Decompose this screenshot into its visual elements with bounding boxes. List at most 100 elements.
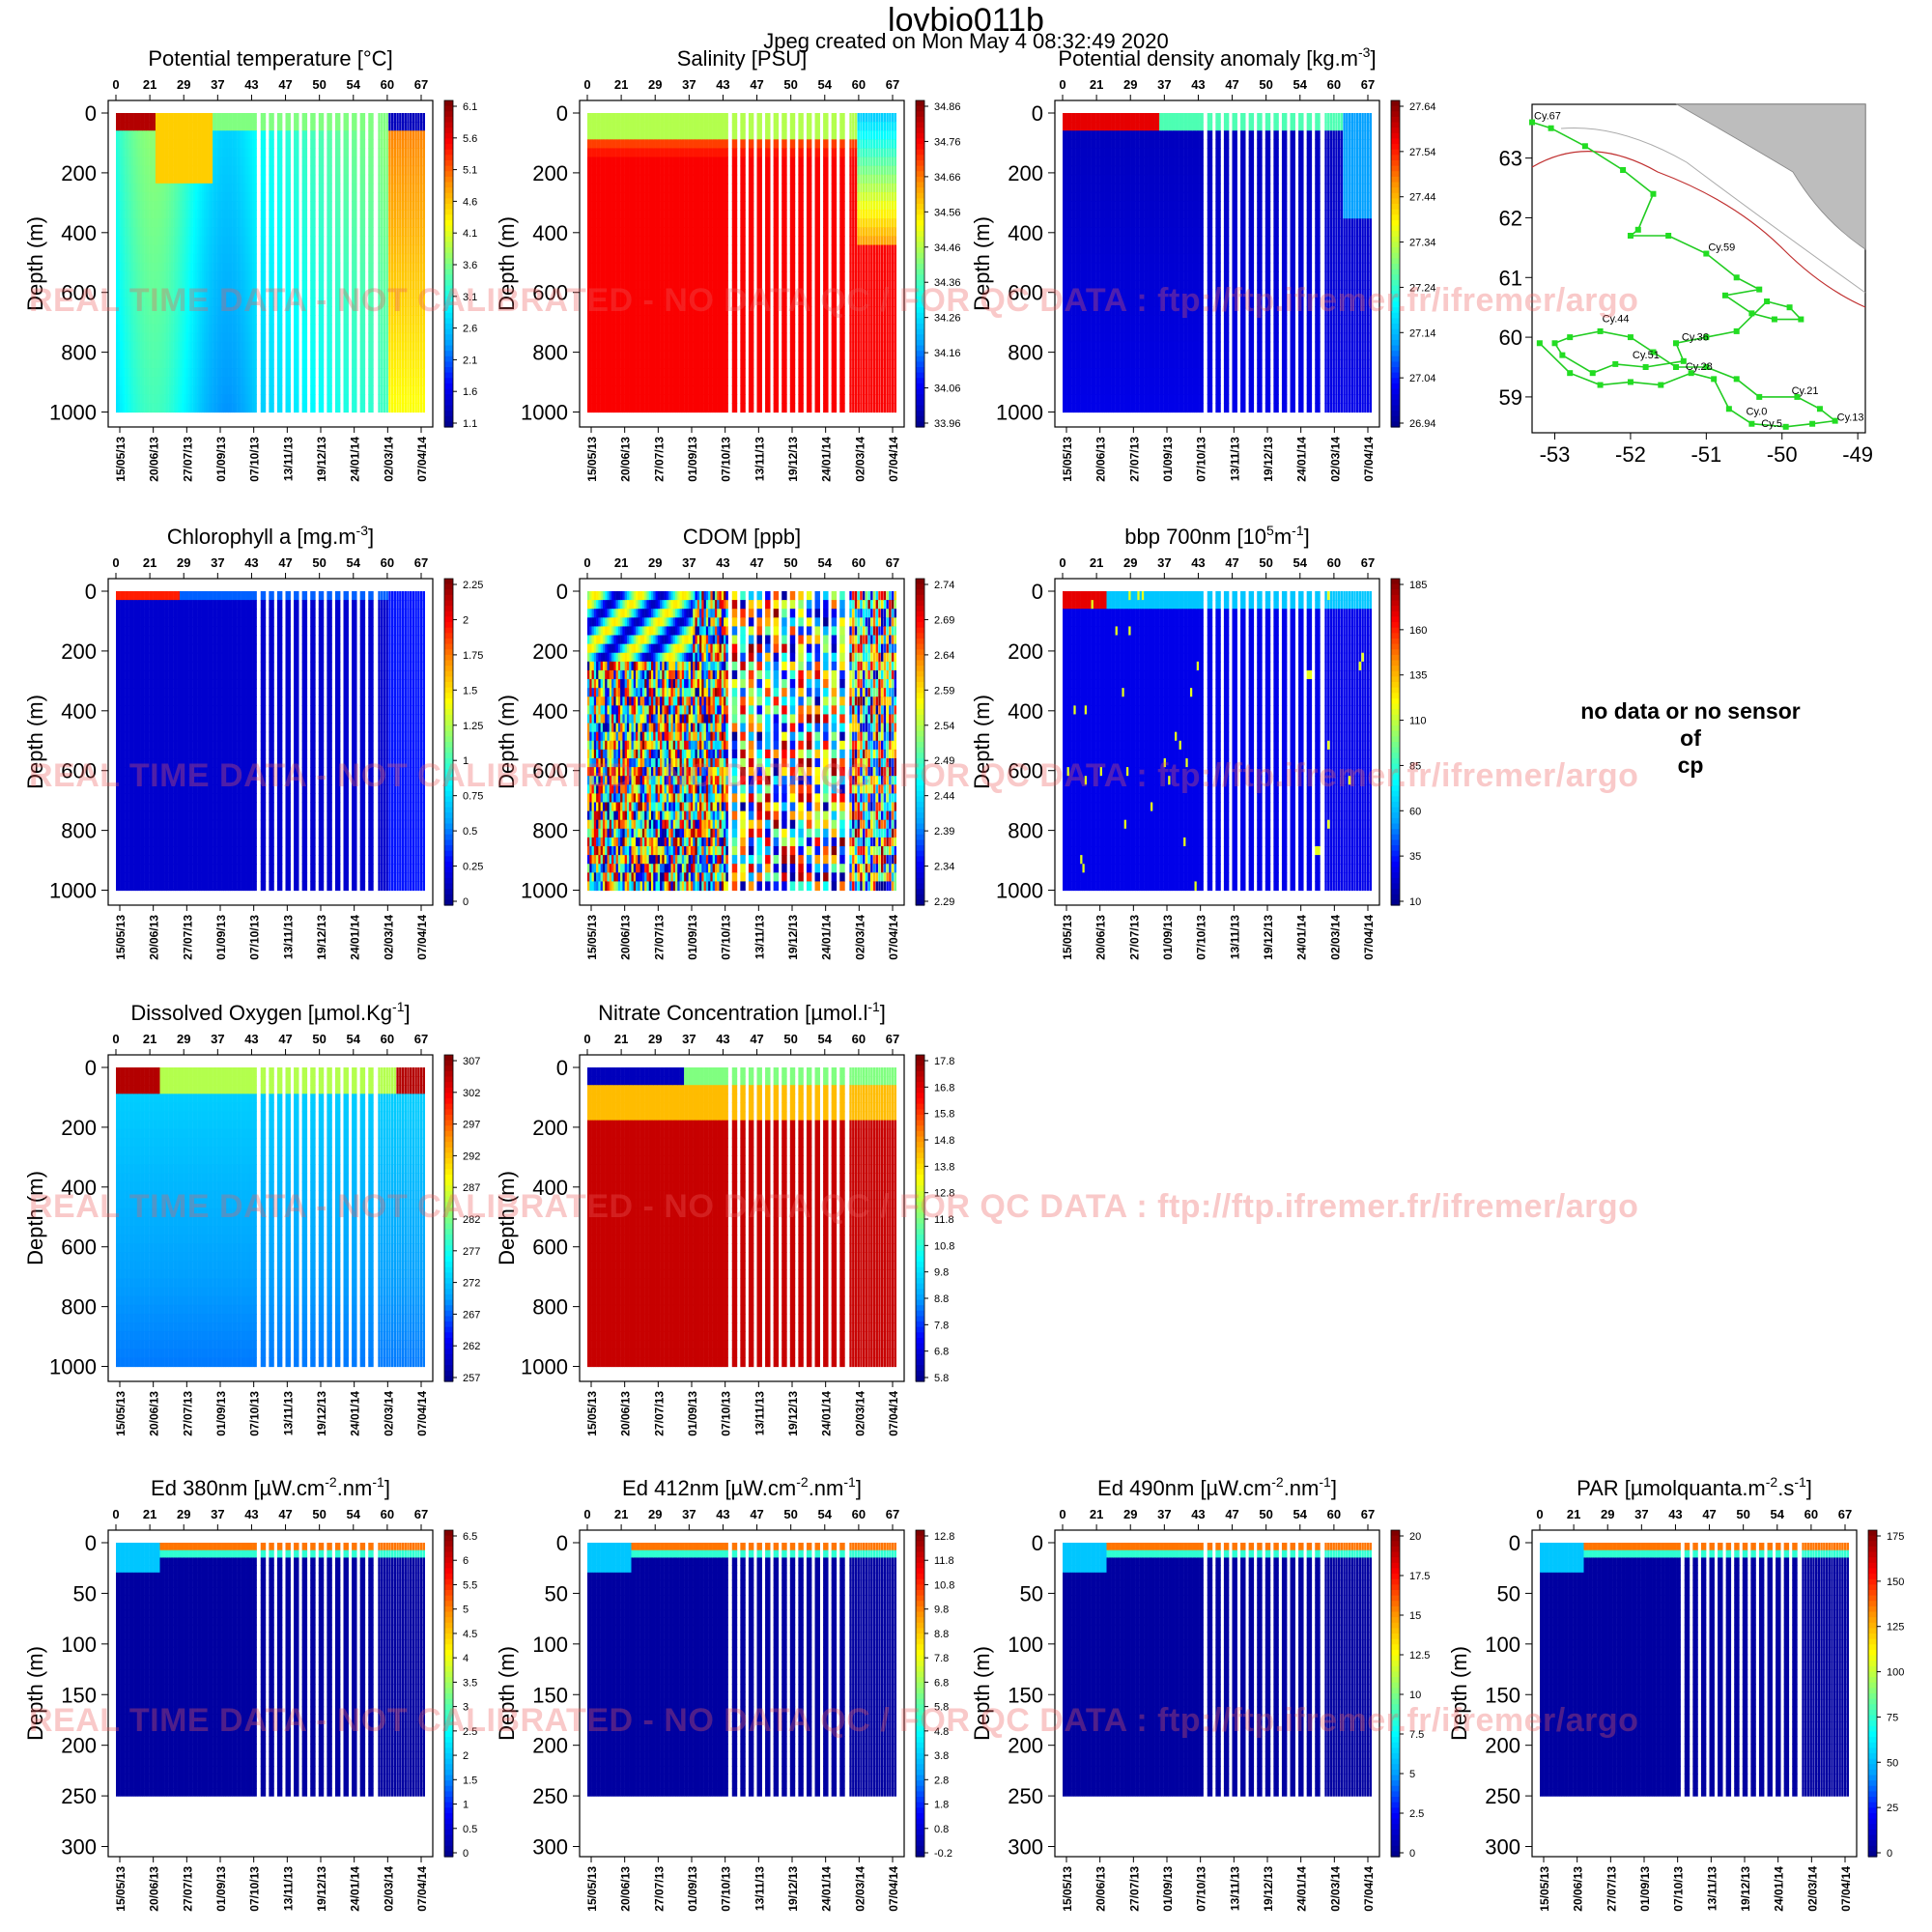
data-cell: [135, 324, 138, 333]
data-cell: [135, 298, 138, 307]
data-cell: [160, 298, 163, 307]
data-cell: [127, 227, 129, 237]
data-cell: [160, 280, 163, 290]
data-cell: [154, 377, 156, 386]
data-cell: [116, 271, 119, 281]
data-cell: [154, 254, 156, 264]
data-cell: [138, 298, 141, 307]
data-cell: [171, 157, 174, 167]
data-cell: [166, 184, 169, 193]
data-cell: [123, 263, 126, 272]
data-cell: [127, 157, 129, 167]
data-cell: [138, 139, 141, 149]
data-cell: [131, 245, 134, 255]
data-cell: [121, 385, 124, 395]
data-cell: [162, 351, 165, 360]
data-cell: [147, 192, 150, 202]
data-cell: [147, 368, 150, 378]
plots-svg: Potential temperature [°C]0 21 29 37 43 47 50 5…: [0, 0, 1932, 1932]
data-cell: [118, 306, 121, 316]
data-cell: [169, 192, 172, 202]
data-cell: [135, 394, 138, 404]
data-cell: [121, 148, 124, 157]
data-cell: [160, 403, 163, 412]
data-cell: [131, 201, 134, 211]
data-cell: [149, 113, 152, 123]
data-cell: [118, 245, 121, 255]
data-cell: [131, 148, 134, 157]
data-cell: [162, 157, 165, 167]
data-cell: [162, 289, 165, 298]
data-cell: [164, 324, 167, 333]
data-cell: [140, 201, 143, 211]
data-cell: [140, 236, 143, 245]
data-cell: [166, 271, 169, 281]
data-cell: [123, 324, 126, 333]
data-cell: [118, 263, 121, 272]
data-cell: [156, 184, 158, 193]
data-cell: [135, 289, 138, 298]
data-cell: [129, 298, 132, 307]
data-cell: [129, 139, 132, 149]
data-cell: [131, 368, 134, 378]
data-cell: [160, 342, 163, 352]
data-cell: [123, 210, 126, 219]
data-cell: [135, 403, 138, 412]
data-cell: [145, 306, 148, 316]
data-cell: [157, 148, 160, 157]
data-cell: [149, 333, 152, 343]
data-cell: [116, 201, 119, 211]
data-cell: [147, 403, 150, 412]
data-cell: [149, 245, 152, 255]
data-cell: [151, 130, 154, 140]
data-cell: [138, 210, 141, 219]
data-cell: [145, 280, 148, 290]
data-cell: [149, 368, 152, 378]
data-cell: [147, 385, 150, 395]
data-cell: [166, 342, 169, 352]
data-cell: [131, 175, 134, 185]
data-cell: [147, 236, 150, 245]
data-cell: [157, 130, 160, 140]
data-cell: [129, 210, 132, 219]
data-cell: [133, 139, 136, 149]
data-cell: [121, 351, 124, 360]
data-cell: [127, 377, 129, 386]
data-cell: [125, 139, 128, 149]
data-cell: [166, 245, 169, 255]
data-cell: [162, 139, 165, 149]
data-cell: [160, 201, 163, 211]
data-cell: [131, 342, 134, 352]
data-cell: [154, 113, 156, 123]
data-cell: [118, 254, 121, 264]
data-cell: [160, 394, 163, 404]
data-cell: [151, 263, 154, 272]
data-cell: [138, 218, 141, 228]
data-cell: [142, 280, 145, 290]
data-cell: [129, 236, 132, 245]
data-cell: [160, 324, 163, 333]
data-cell: [160, 236, 163, 245]
data-cell: [140, 113, 143, 123]
data-cell: [123, 166, 126, 176]
data-cell: [140, 157, 143, 167]
data-cell: [138, 227, 141, 237]
data-cell: [145, 342, 148, 352]
data-cell: [129, 166, 132, 176]
data-cell: [149, 201, 152, 211]
data-cell: [121, 236, 124, 245]
data-cell: [138, 122, 141, 131]
data-cell: [121, 315, 124, 325]
data-cell: [135, 333, 138, 343]
data-cell: [157, 184, 160, 193]
data-cell: [138, 157, 141, 167]
data-cell: [147, 113, 150, 123]
data-cell: [160, 175, 163, 185]
data-cell: [135, 315, 138, 325]
data-cell: [147, 227, 150, 237]
data-cell: [151, 184, 154, 193]
data-cell: [125, 113, 128, 123]
data-cell: [156, 280, 158, 290]
data-cell: [118, 271, 121, 281]
data-cell: [169, 289, 172, 298]
